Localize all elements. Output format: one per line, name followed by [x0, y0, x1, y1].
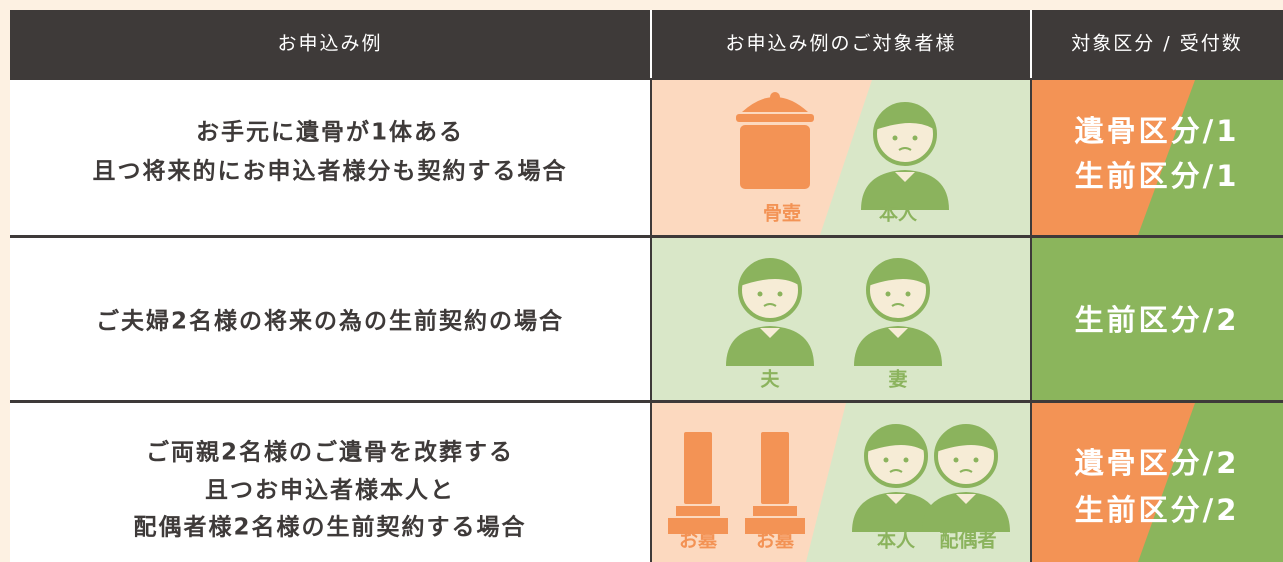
description: お手元に遺骨が1体ある	[196, 119, 464, 146]
category: 遺骨区分/2	[1075, 446, 1240, 480]
figure-label: お墓	[756, 530, 795, 552]
urn-icon	[736, 92, 814, 189]
category: 生前区分/2	[1075, 303, 1240, 337]
cell	[10, 80, 650, 235]
cell-split	[1032, 80, 1195, 235]
category: 生前区分/2	[1075, 493, 1240, 527]
header-cell: お申込み例のご対象者様	[725, 33, 956, 55]
figure-label: 配偶者	[939, 529, 996, 552]
figure-label: 妻	[888, 368, 907, 391]
figure-label: 骨壺	[763, 202, 801, 225]
cell-split	[1032, 403, 1195, 562]
figure-label: お墓	[679, 530, 718, 552]
figure-label: 夫	[760, 369, 780, 391]
header-cell: お申込み例	[277, 33, 382, 55]
description: 且つお申込者様本人と	[205, 477, 455, 504]
category: 遺骨区分/1	[1075, 114, 1240, 148]
header-cell: 対象区分 / 受付数	[1071, 33, 1242, 55]
description: 配偶者様2名様の生前契約する場合	[133, 514, 526, 541]
description: 且つ将来的にお申込者様分も契約する場合	[93, 158, 568, 185]
cell	[652, 238, 1030, 400]
description: ご両親2名様のご遺骨を改葬する	[146, 439, 514, 466]
category: 生前区分/1	[1075, 159, 1240, 193]
cell	[1032, 238, 1283, 400]
cell	[10, 403, 650, 562]
cell	[10, 238, 650, 400]
figure-label: 本人	[877, 529, 916, 552]
header-bg	[10, 10, 1283, 78]
figure-label: 本人	[879, 202, 918, 225]
description: ご夫婦2名様の将来の為の生前契約の場合	[96, 308, 564, 335]
